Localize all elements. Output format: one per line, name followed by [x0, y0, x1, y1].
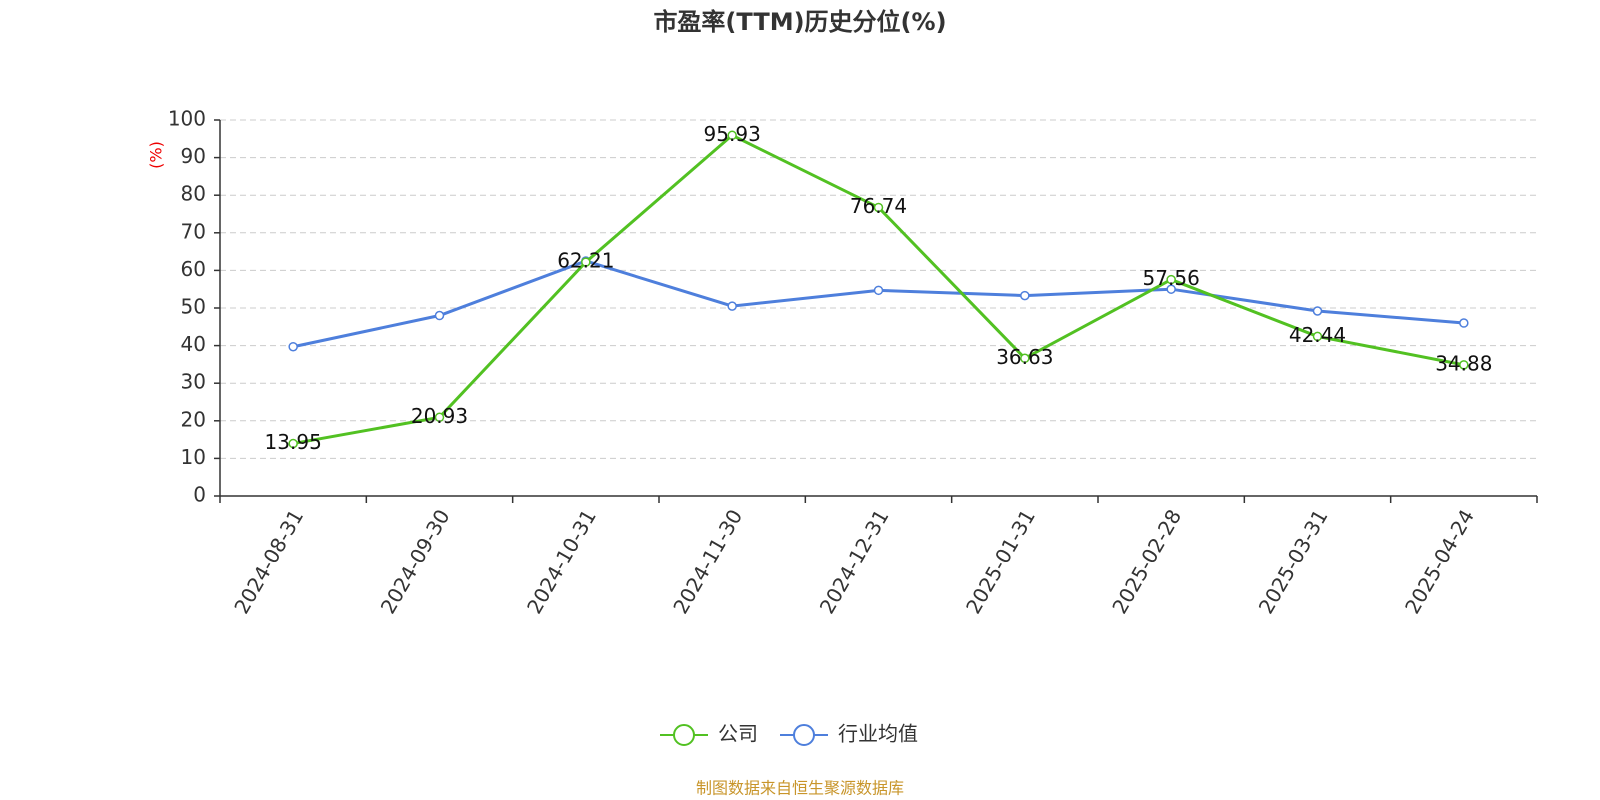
- point: [1312, 306, 1323, 316]
- x-tick-label: 2025-03-31: [1254, 505, 1333, 618]
- point: [581, 257, 591, 267]
- y-tick-label: 10: [181, 445, 206, 469]
- legend-marker: [673, 724, 695, 746]
- data-label: 76.74: [850, 194, 907, 218]
- y-tick-label: 90: [181, 144, 206, 168]
- legend-label: 行业均值: [838, 722, 918, 746]
- point: [1166, 284, 1176, 294]
- data-label: 62.21: [557, 249, 614, 273]
- x-tick-label: 2025-01-31: [961, 505, 1040, 618]
- point: [727, 130, 737, 141]
- y-tick-label: 70: [181, 219, 206, 243]
- point: [873, 285, 884, 296]
- point: [1459, 360, 1469, 370]
- data-label: 95.93: [704, 122, 761, 146]
- y-tick-label: 0: [193, 483, 206, 507]
- point: [288, 341, 298, 352]
- point: [873, 202, 884, 213]
- y-tick-label: 30: [181, 370, 206, 394]
- data-label: 34.88: [1435, 351, 1492, 375]
- x-tick-label: 2024-08-31: [229, 505, 308, 618]
- point: [288, 438, 298, 449]
- y-tick-label: 20: [181, 407, 206, 431]
- y-tick-label: 60: [181, 257, 206, 281]
- chart-title: 市盈率(TTM)历史分位(%): [653, 8, 946, 36]
- data-label: 42.44: [1289, 323, 1346, 347]
- y-axis-label: (%): [147, 141, 166, 169]
- point: [1312, 331, 1323, 342]
- point: [1020, 353, 1030, 364]
- point: [727, 301, 737, 311]
- point: [1166, 274, 1176, 285]
- data-label: 20.93: [411, 404, 468, 428]
- y-tick-label: 50: [181, 295, 206, 319]
- x-tick-label: 2024-10-31: [522, 505, 601, 618]
- point: [1459, 318, 1469, 328]
- data-label: 13.95: [265, 430, 322, 454]
- data-label: 57.56: [1143, 266, 1200, 290]
- x-tick-label: 2025-04-24: [1400, 505, 1479, 618]
- x-tick-label: 2024-11-30: [668, 505, 747, 618]
- point: [434, 310, 445, 321]
- data-label: 36.63: [996, 345, 1053, 369]
- legend-label: 公司: [718, 722, 758, 746]
- y-tick-label: 80: [181, 182, 206, 206]
- x-tick-label: 2024-12-31: [815, 505, 894, 618]
- source-note: 制图数据来自恒生聚源数据库: [696, 779, 904, 798]
- point: [434, 412, 445, 423]
- legend-marker: [793, 724, 815, 746]
- y-tick-label: 100: [168, 107, 206, 131]
- x-tick-label: 2024-09-30: [376, 505, 455, 618]
- y-tick-label: 40: [181, 332, 206, 356]
- x-tick-label: 2025-02-28: [1107, 505, 1186, 618]
- point: [1020, 290, 1030, 301]
